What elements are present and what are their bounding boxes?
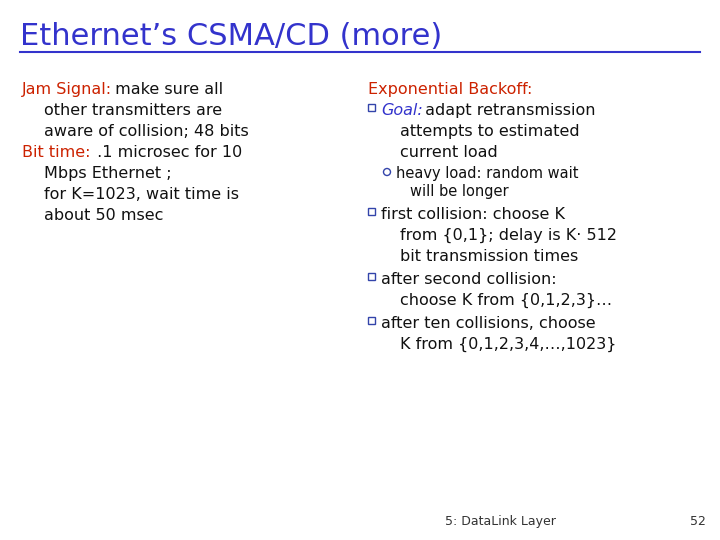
Text: bit transmission times: bit transmission times [400,249,578,264]
Text: Jam Signal:: Jam Signal: [22,82,112,97]
Text: .1 microsec for 10: .1 microsec for 10 [92,145,242,160]
Text: 5: DataLink Layer: 5: DataLink Layer [445,515,556,528]
Text: heavy load: random wait: heavy load: random wait [396,166,578,181]
Text: after ten collisions, choose: after ten collisions, choose [381,316,595,331]
Text: attempts to estimated: attempts to estimated [400,124,580,139]
Text: Ethernet’s CSMA/CD (more): Ethernet’s CSMA/CD (more) [20,22,442,51]
Text: adapt retransmission: adapt retransmission [420,103,595,118]
Text: Exponential Backoff:: Exponential Backoff: [368,82,532,97]
Text: after second collision:: after second collision: [381,272,557,287]
Text: about 50 msec: about 50 msec [44,208,163,223]
Bar [368,273,375,280]
Bar [368,208,375,215]
Text: Goal:: Goal: [381,103,423,118]
Bar [368,317,375,324]
Text: from {0,1}; delay is K· 512: from {0,1}; delay is K· 512 [400,228,617,243]
Text: will be longer: will be longer [410,184,508,199]
Bar [368,104,375,111]
Text: choose K from {0,1,2,3}…: choose K from {0,1,2,3}… [400,293,612,308]
Text: first collision: choose K: first collision: choose K [381,207,565,222]
Text: 52: 52 [690,515,706,528]
Text: for K=1023, wait time is: for K=1023, wait time is [44,187,239,202]
Text: current load: current load [400,145,498,160]
Text: other transmitters are: other transmitters are [44,103,222,118]
Text: K from {0,1,2,3,4,…,1023}: K from {0,1,2,3,4,…,1023} [400,337,616,352]
Text: Mbps Ethernet ;: Mbps Ethernet ; [44,166,171,181]
Text: make sure all: make sure all [110,82,223,97]
Text: aware of collision; 48 bits: aware of collision; 48 bits [44,124,248,139]
Text: Bit time:: Bit time: [22,145,91,160]
